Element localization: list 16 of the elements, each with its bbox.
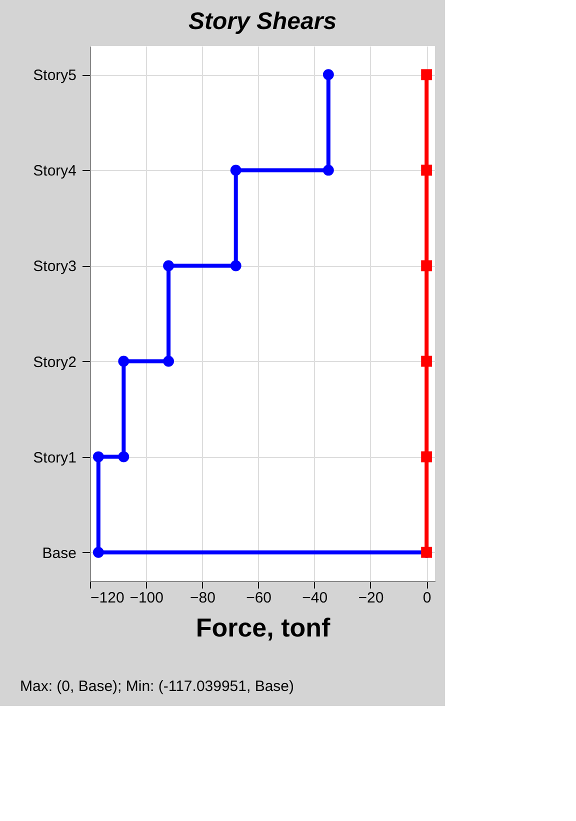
text: Max: (0, Base); Min: (-117.039951, Base) [20, 678, 294, 695]
x-tick-label: −120 [90, 590, 124, 606]
x-tick-label: −40 [302, 590, 328, 606]
x-tick-label: 0 [422, 590, 432, 606]
y-tick-label: Story1 [33, 449, 76, 466]
x-tick-label: −100 [130, 590, 164, 606]
x-axis-title: Force, tonf [196, 612, 330, 642]
y-tick-label: Story4 [33, 162, 76, 180]
y-tick-label: Story2 [33, 354, 76, 371]
y-tick-label: Story5 [33, 67, 76, 84]
x-tick-label: −60 [246, 590, 272, 606]
y-tick-label: Story3 [33, 258, 76, 276]
x-tick-label: −20 [358, 590, 384, 606]
y-tick-label: Base [42, 544, 76, 562]
chart-title: Story Shears [188, 8, 337, 35]
x-tick-label: −80 [190, 590, 216, 606]
